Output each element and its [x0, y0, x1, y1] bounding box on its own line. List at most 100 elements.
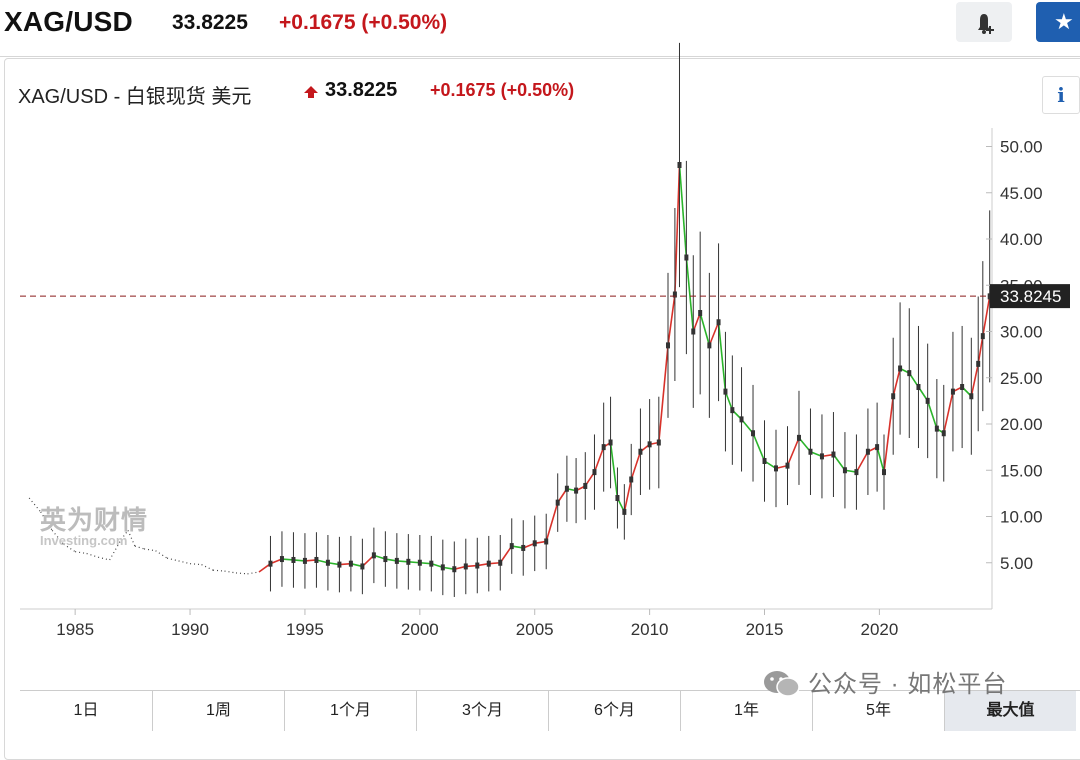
candle-body: [808, 448, 813, 455]
candle-body: [360, 563, 365, 570]
price-segment: [717, 322, 727, 392]
price-dots: [189, 563, 202, 566]
price-chart[interactable]: 5.0010.0015.0020.0025.0030.0035.0040.004…: [0, 0, 1080, 726]
candle-body: [666, 342, 670, 349]
candle-body: [691, 328, 696, 335]
price-segment: [623, 479, 633, 513]
time-range-tabs: 1日 1周 1个月 3个月 6个月 1年 5年 最大值: [20, 690, 1080, 731]
price-segment: [678, 164, 688, 258]
candle-body: [486, 560, 491, 567]
range-tab[interactable]: 5年: [812, 691, 944, 731]
candle-body: [647, 441, 652, 448]
price-segment: [609, 442, 619, 499]
watchlist-star-button[interactable]: ★: [1036, 2, 1080, 42]
candle-body: [608, 439, 613, 446]
y-axis: 5.0010.0015.0020.0025.0030.0035.0040.004…: [986, 138, 1043, 573]
candle-body: [987, 293, 992, 300]
price-segment: [926, 400, 938, 429]
candle-body: [325, 559, 330, 566]
candle-body: [941, 430, 946, 437]
candle-body: [677, 162, 682, 168]
y-tick-label: 45.00: [1000, 184, 1043, 203]
candle-body: [615, 495, 620, 501]
price-series: [28, 42, 992, 597]
chart-change: +0.1675 (+0.50%): [430, 80, 574, 101]
candle-body: [898, 365, 903, 372]
price-segment: [876, 446, 885, 473]
price-segment: [786, 437, 800, 466]
range-tab[interactable]: 6个月: [548, 691, 680, 731]
candle-body: [854, 469, 859, 476]
price-dots: [178, 560, 191, 565]
bell-plus-icon: [978, 14, 994, 34]
candle-body: [452, 566, 457, 573]
candle-body: [656, 439, 661, 446]
x-tick-label: 2015: [746, 620, 784, 639]
candle-body: [592, 469, 597, 476]
candle-body: [916, 384, 921, 390]
candle-body: [865, 448, 870, 455]
symbol-title: XAG/USD: [4, 6, 133, 37]
candle-body: [279, 556, 284, 563]
price-dots: [201, 564, 214, 571]
price-dots: [28, 497, 42, 513]
price-dots: [224, 570, 237, 574]
x-tick-label: 2020: [860, 620, 898, 639]
candle-body: [723, 388, 728, 395]
price-dots: [143, 548, 156, 552]
candle-body: [564, 485, 569, 492]
price-dots: [134, 545, 145, 550]
candle-body: [532, 540, 537, 547]
price-dots: [127, 530, 136, 547]
range-tab[interactable]: 1周: [152, 691, 284, 731]
chart-price: 33.8225: [325, 79, 398, 101]
candle-body: [291, 556, 296, 563]
x-axis: 19851990199520002005201020152020202: [56, 609, 898, 639]
candle-body: [980, 333, 985, 340]
current-price-label: 33.8245: [1000, 287, 1061, 306]
candle-body: [774, 465, 778, 472]
candle-body: [601, 444, 606, 451]
candle-body: [521, 544, 526, 551]
price-segment: [674, 164, 681, 295]
y-tick-label: 5.00: [1000, 554, 1033, 573]
candle-body: [925, 397, 930, 404]
range-tab[interactable]: 1日: [73, 702, 99, 719]
range-tab[interactable]: 1个月: [284, 691, 416, 731]
price-segment: [942, 391, 954, 434]
quote-header: XAG/USD 33.8225 +0.1675 (+0.50%) ★: [0, 0, 1080, 57]
candle-body: [498, 559, 503, 566]
candle-body: [417, 559, 422, 566]
candle-body: [684, 254, 689, 261]
range-tab[interactable]: 3个月: [416, 691, 548, 731]
chart-change-percent: (+0.50%): [500, 80, 575, 100]
x-tick-label: 1990: [171, 620, 209, 639]
range-tab[interactable]: 最大值: [944, 691, 1076, 731]
y-tick-label: 20.00: [1000, 415, 1043, 434]
candle-body: [509, 543, 514, 550]
y-tick-label: 50.00: [1000, 138, 1043, 157]
candle-body: [371, 552, 376, 559]
x-tick-label: 1995: [286, 620, 324, 639]
candle-body: [875, 444, 880, 451]
price-segment: [724, 391, 734, 411]
candle-body: [583, 482, 588, 489]
price-segment: [883, 396, 894, 473]
candle-body: [891, 393, 896, 400]
candle-body: [960, 384, 965, 390]
range-tab[interactable]: 1年: [680, 691, 812, 731]
candle-body: [950, 388, 955, 395]
current-price-line: 33.8245: [20, 284, 1070, 309]
watermark-cn: 英为财情: [40, 505, 149, 535]
candle-body: [629, 476, 634, 483]
price-segment: [855, 451, 869, 473]
candle-body: [934, 425, 939, 432]
candle-body: [842, 467, 847, 474]
candle-body: [463, 563, 468, 570]
candle-body: [882, 469, 886, 476]
y-tick-label: 25.00: [1000, 369, 1043, 388]
add-alert-button[interactable]: [956, 2, 1012, 42]
candle-body: [716, 319, 721, 326]
current-price-box: [990, 284, 1070, 309]
price-dots: [247, 571, 260, 575]
